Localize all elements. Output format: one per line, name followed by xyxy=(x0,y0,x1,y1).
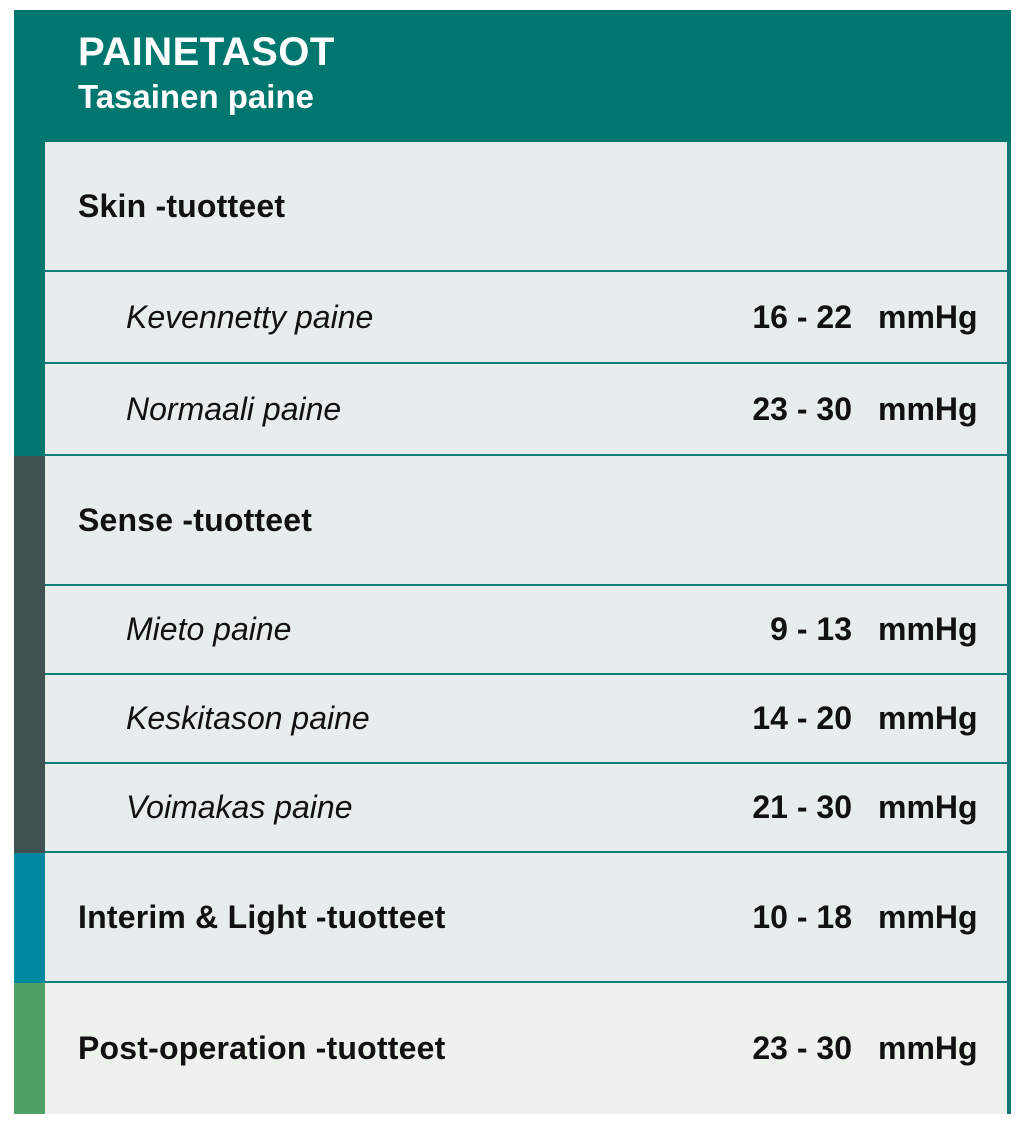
row-label: Normaali paine xyxy=(126,390,342,427)
row-label: Kevennetty paine xyxy=(126,298,374,335)
page-title: PAINETASOT xyxy=(78,30,335,74)
page-subtitle: Tasainen paine xyxy=(78,78,314,115)
table-row-group: Interim & Light -tuotteet 10 - 18 mmHg xyxy=(45,853,1007,983)
row-pressure-unit: mmHg xyxy=(878,611,978,647)
accent-bar xyxy=(14,853,45,983)
table-row-group: Post-operation -tuotteet 23 - 30 mmHg xyxy=(45,983,1007,1114)
row-label: Skin -tuotteet xyxy=(78,187,286,224)
table-row-group: Sense -tuotteet xyxy=(45,456,1007,586)
row-pressure-range: 23 - 30 xyxy=(752,390,852,427)
row-pressure-unit: mmHg xyxy=(878,390,978,427)
row-pressure-range: 21 - 30 xyxy=(752,789,852,825)
row-pressure-unit: mmHg xyxy=(878,298,978,335)
row-pressure-unit: mmHg xyxy=(878,1030,978,1066)
row-label: Voimakas paine xyxy=(126,789,353,825)
row-label: Interim & Light -tuotteet xyxy=(78,898,446,935)
row-label: Keskitason paine xyxy=(126,700,370,736)
table-row-sub: Normaali paine 23 - 30 mmHg xyxy=(45,364,1007,456)
row-pressure-unit: mmHg xyxy=(878,789,978,825)
table-row-sub: Voimakas paine 21 - 30 mmHg xyxy=(45,764,1007,853)
table-row-group: Skin -tuotteet xyxy=(45,142,1007,272)
accent-bar xyxy=(14,456,45,853)
row-label: Sense -tuotteet xyxy=(78,501,313,538)
row-label: Post-operation -tuotteet xyxy=(78,1030,446,1066)
row-pressure-range: 23 - 30 xyxy=(752,1030,852,1066)
table-row-sub: Keskitason paine 14 - 20 mmHg xyxy=(45,675,1007,764)
pressure-levels-table: Skin -tuotteet Kevennetty paine 16 - 22 mmH… xyxy=(45,142,1011,1114)
row-pressure-range: 9 - 13 xyxy=(770,611,852,647)
header-banner: PAINETASOT Tasainen paine xyxy=(14,10,1011,142)
row-pressure-range: 16 - 22 xyxy=(752,298,852,335)
row-label: Mieto paine xyxy=(126,611,292,647)
table-row-sub: Mieto paine 9 - 13 mmHg xyxy=(45,586,1007,675)
accent-rail xyxy=(14,142,45,1114)
row-pressure-unit: mmHg xyxy=(878,898,978,935)
row-pressure-range: 14 - 20 xyxy=(752,700,852,736)
table-row-sub: Kevennetty paine 16 - 22 mmHg xyxy=(45,272,1007,364)
row-pressure-unit: mmHg xyxy=(878,700,978,736)
accent-bar xyxy=(14,983,45,1114)
accent-bar xyxy=(14,142,45,456)
row-pressure-range: 10 - 18 xyxy=(752,898,852,935)
